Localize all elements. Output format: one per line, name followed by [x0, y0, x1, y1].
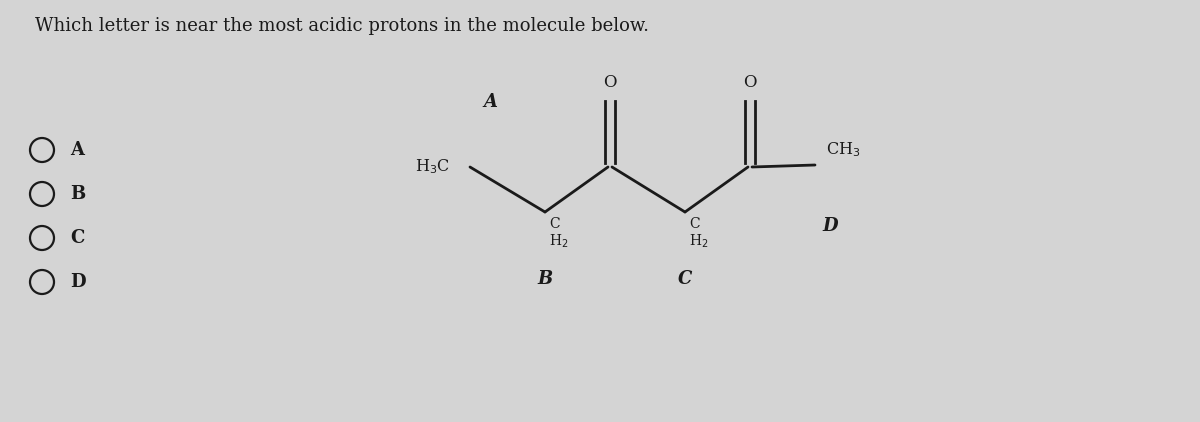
Text: O: O: [604, 74, 617, 91]
Text: D: D: [70, 273, 85, 291]
Text: A: A: [70, 141, 84, 159]
Text: Which letter is near the most acidic protons in the molecule below.: Which letter is near the most acidic pro…: [35, 17, 649, 35]
Text: CH$_3$: CH$_3$: [826, 140, 860, 159]
Text: C: C: [678, 270, 692, 288]
Text: B: B: [538, 270, 553, 288]
Text: C: C: [70, 229, 84, 247]
Text: C
H$_2$: C H$_2$: [689, 217, 708, 250]
Text: O: O: [743, 74, 757, 91]
Text: D: D: [822, 217, 838, 235]
Text: A: A: [484, 93, 497, 111]
Text: H$_3$C: H$_3$C: [415, 158, 450, 176]
Text: C
H$_2$: C H$_2$: [550, 217, 569, 250]
Text: B: B: [70, 185, 85, 203]
